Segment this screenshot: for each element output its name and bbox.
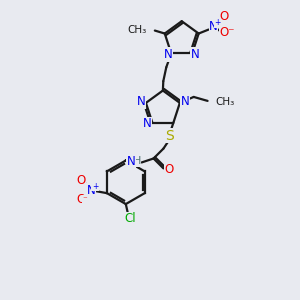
Text: CH₃: CH₃: [128, 25, 147, 34]
Text: N: N: [87, 184, 95, 197]
Text: O: O: [220, 10, 229, 23]
Text: ⁻: ⁻: [83, 196, 88, 205]
Text: N: N: [164, 48, 172, 61]
Text: N: N: [191, 48, 200, 61]
Text: +: +: [92, 182, 98, 191]
Text: H: H: [133, 157, 141, 166]
Text: O: O: [165, 163, 174, 176]
Text: N: N: [126, 155, 135, 168]
Text: S: S: [165, 129, 174, 143]
Text: O⁻: O⁻: [220, 26, 235, 39]
Text: N: N: [209, 20, 218, 33]
Text: +: +: [214, 18, 221, 27]
Text: N: N: [136, 95, 145, 108]
Text: O: O: [76, 193, 86, 206]
Text: N: N: [180, 95, 189, 108]
Text: Cl: Cl: [124, 212, 136, 225]
Text: N: N: [143, 117, 152, 130]
Text: O: O: [76, 174, 86, 187]
Text: CH₃: CH₃: [215, 97, 235, 107]
